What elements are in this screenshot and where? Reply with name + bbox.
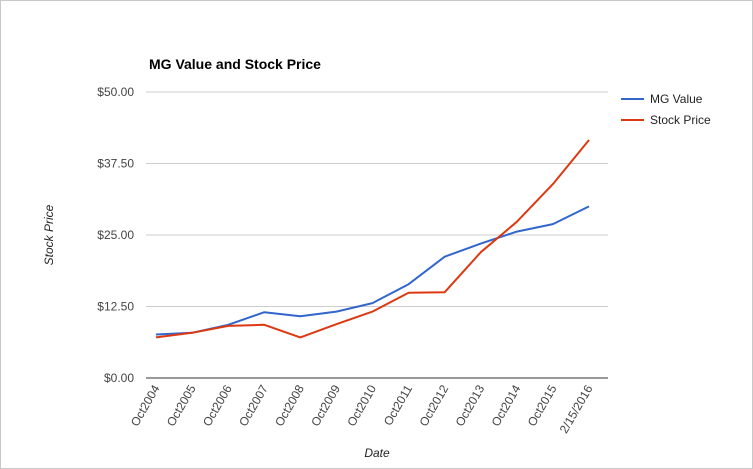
chart-title: MG Value and Stock Price xyxy=(149,56,321,72)
x-tick-label: Oct2006 xyxy=(200,382,235,429)
x-tick-label: Oct2007 xyxy=(236,382,271,429)
y-axis-ticks: $0.00 $12.50 $25.00 $37.50 $50.00 xyxy=(97,85,134,385)
legend-label: MG Value xyxy=(650,92,703,106)
x-tick-label: Oct2014 xyxy=(489,382,524,429)
series-line-mg-value xyxy=(155,205,590,336)
x-tick-label: Oct2008 xyxy=(272,382,307,429)
x-tick-label: Oct2004 xyxy=(128,382,163,429)
gridlines xyxy=(146,91,608,307)
y-axis-title: Stock Price xyxy=(42,204,56,265)
legend-label: Stock Price xyxy=(650,113,711,127)
x-tick-label: 2/15/2016 xyxy=(557,382,596,436)
series-line-stock-price xyxy=(155,139,590,339)
y-tick-label: $12.50 xyxy=(97,300,134,314)
y-tick-label: $50.00 xyxy=(97,85,134,99)
x-tick-label: Oct2010 xyxy=(344,382,379,429)
x-tick-label: Oct2015 xyxy=(525,382,560,429)
legend: MG Value Stock Price xyxy=(621,92,711,127)
y-tick-label: $37.50 xyxy=(97,157,134,171)
x-tick-label: Oct2012 xyxy=(416,382,451,429)
x-tick-label: Oct2011 xyxy=(381,382,416,428)
series-lines xyxy=(155,139,590,339)
y-tick-label: $0.00 xyxy=(104,371,134,385)
x-tick-label: Oct2005 xyxy=(164,382,199,429)
x-tick-label: Oct2009 xyxy=(308,382,343,429)
x-axis-title: Date xyxy=(364,446,390,460)
x-axis-ticks: Oct2004 Oct2005 Oct2006 Oct2007 Oct2008 Oct20… xyxy=(128,382,596,436)
x-tick-label: Oct2013 xyxy=(453,382,488,429)
y-tick-label: $25.00 xyxy=(97,228,134,242)
